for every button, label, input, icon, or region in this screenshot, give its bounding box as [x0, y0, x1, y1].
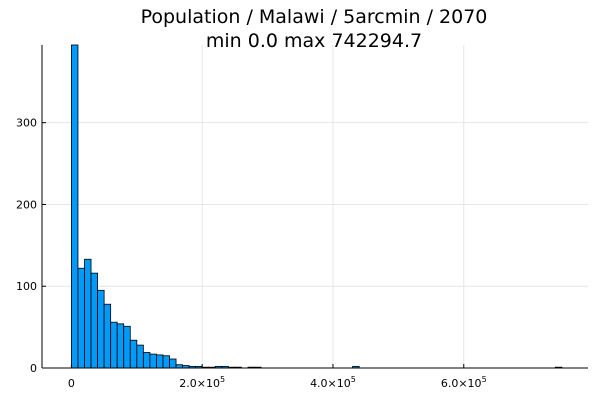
histogram-bar-15 [169, 358, 177, 369]
histogram-bar-4 [97, 289, 105, 369]
tick-labels: 0 100 200 300 0 2.0×105 4.0×105 6.0×105 [16, 117, 487, 390]
x-tick-label-2: 4.0×105 [310, 375, 356, 390]
histogram-bar-9 [129, 339, 138, 369]
histogram-bar-1 [77, 267, 85, 369]
histogram-bar-7 [116, 323, 125, 369]
histogram-bar-12 [149, 353, 157, 369]
histogram-bar-13 [156, 354, 164, 369]
x-tick-label-1: 2.0×105 [179, 375, 225, 390]
histogram-bar-10 [136, 344, 144, 369]
axes [41, 45, 588, 369]
histogram-bar-6 [110, 321, 118, 369]
histogram-bar-5 [103, 303, 112, 369]
x-tick-label-3: 6.0×105 [441, 375, 487, 390]
chart-title-line1: Population / Malawi / 5arcmin / 2070 [141, 6, 488, 28]
chart-title-line2: min 0.0 max 742294.7 [206, 30, 422, 52]
x-tick-label-0: 0 [68, 377, 75, 390]
histogram-bar-11 [142, 352, 151, 369]
y-tick-label-3: 300 [16, 117, 37, 130]
grid-lines [42, 45, 588, 369]
histogram-bars [71, 44, 563, 369]
histogram-bar-2 [84, 258, 92, 369]
histogram-bar-3 [90, 272, 98, 369]
histogram-bar-0 [71, 44, 79, 369]
y-tick-label-1: 100 [16, 280, 37, 293]
y-tick-label-0: 0 [30, 362, 37, 375]
histogram-bar-8 [123, 325, 131, 369]
histogram-bar-14 [162, 355, 170, 369]
y-tick-label-2: 200 [16, 198, 37, 211]
